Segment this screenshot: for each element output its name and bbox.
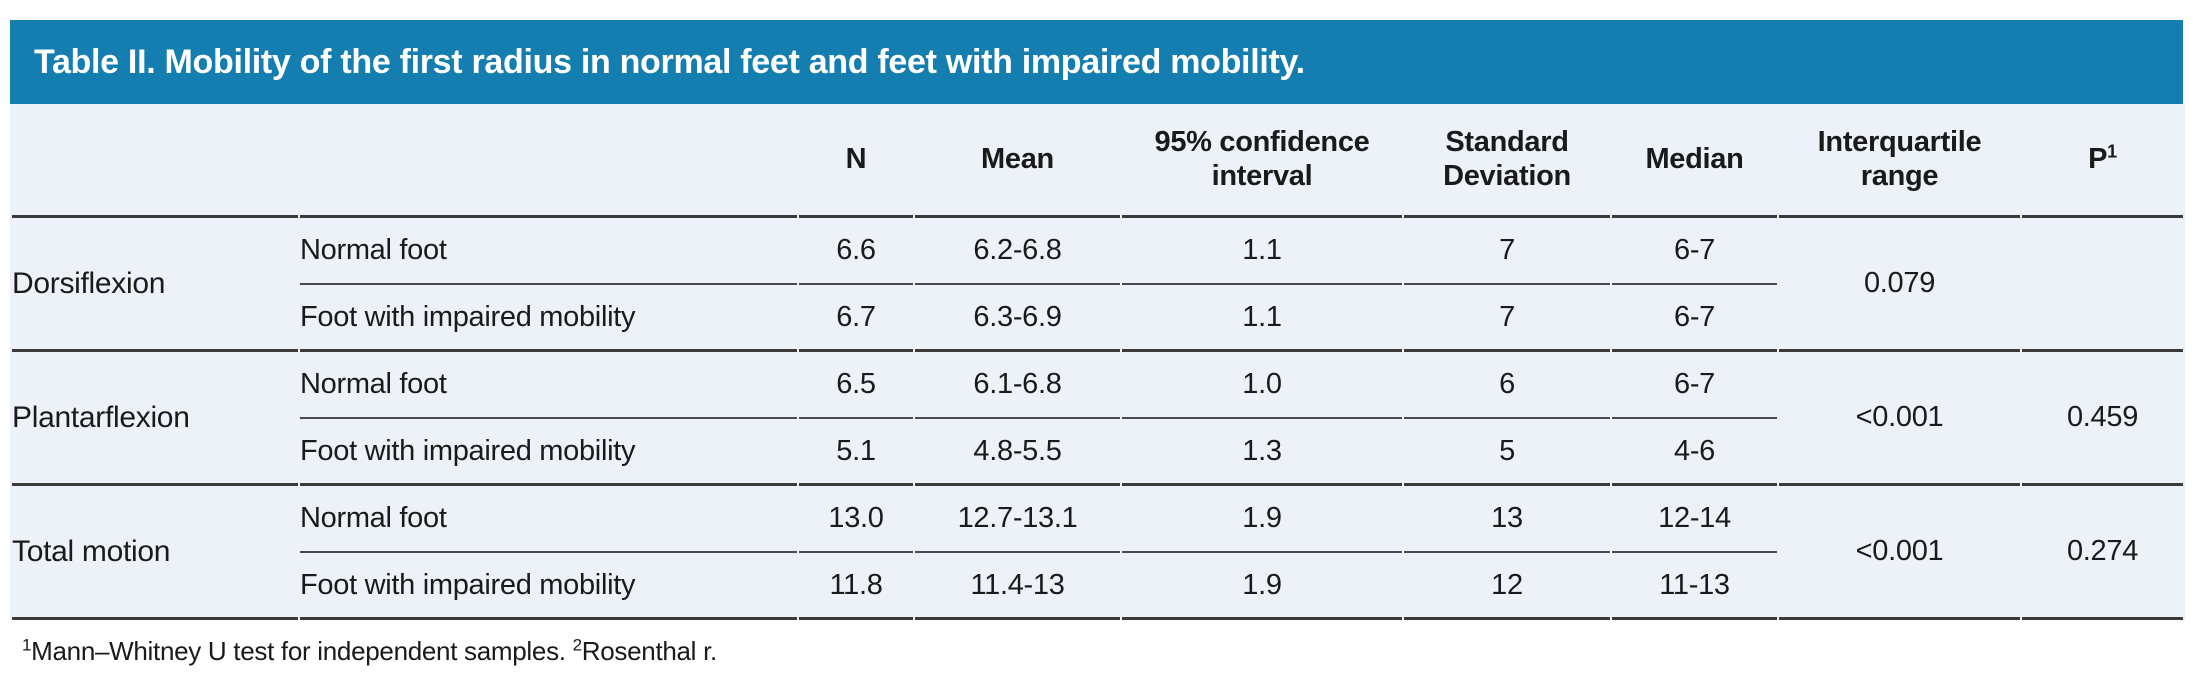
footnote-text-2: Rosenthal r. (581, 636, 717, 666)
iqr-cell: 0.079 (1779, 218, 2020, 352)
ci-cell: 1.1 (1122, 285, 1402, 352)
ci-cell: 1.9 (1122, 553, 1402, 620)
foot-type-cell: Normal foot (300, 218, 797, 285)
median-cell: 4-6 (1612, 419, 1777, 486)
header-mean: Mean (915, 104, 1120, 218)
mean-cell: 4.8-5.5 (915, 419, 1120, 486)
table-title: Table II. Mobility of the first radius i… (34, 42, 1305, 81)
foot-type-cell: Foot with impaired mobility (300, 553, 797, 620)
ci-cell: 1.1 (1122, 218, 1402, 285)
n-cell: 5.1 (799, 419, 913, 486)
footnote-text-1: Mann–Whitney U test for independent samp… (31, 636, 573, 666)
footnote-superscript-2: 2 (572, 635, 582, 655)
foot-type-cell: Normal foot (300, 352, 797, 419)
n-cell: 11.8 (799, 553, 913, 620)
header-median: Median (1612, 104, 1777, 218)
table-row: Foot with impaired mobility 5.1 4.8-5.5 … (12, 419, 2183, 486)
header-subcategory-blank (300, 104, 797, 218)
header-confidence-interval: 95% confidence interval (1122, 104, 1402, 218)
iqr-cell: <0.001 (1779, 486, 2020, 620)
table-container: Table II. Mobility of the first radius i… (10, 20, 2185, 667)
iqr-cell: <0.001 (1779, 352, 2020, 486)
mean-cell: 6.2-6.8 (915, 218, 1120, 285)
category-cell-plantarflexion: Plantarflexion (12, 352, 298, 486)
mobility-table: N Mean 95% confidence interval Standard … (10, 104, 2185, 620)
foot-type-cell: Foot with impaired mobility (300, 419, 797, 486)
n-cell: 13.0 (799, 486, 913, 553)
table-title-bar: Table II. Mobility of the first radius i… (10, 20, 2183, 104)
table-row: Plantarflexion Normal foot 6.5 6.1-6.8 1… (12, 352, 2183, 486)
p-cell (2022, 218, 2183, 352)
p-cell: 0.459 (2022, 352, 2183, 486)
sd-cell: 6 (1404, 352, 1610, 419)
header-p-superscript: 1 (2107, 141, 2117, 162)
sd-cell: 7 (1404, 285, 1610, 352)
header-standard-deviation: Standard Deviation (1404, 104, 1610, 218)
n-cell: 6.6 (799, 218, 913, 285)
mean-cell: 6.3-6.9 (915, 285, 1120, 352)
table-footnote: 1Mann–Whitney U test for independent sam… (22, 636, 2183, 667)
category-cell-dorsiflexion: Dorsiflexion (12, 218, 298, 352)
table-row: Foot with impaired mobility 6.7 6.3-6.9 … (12, 285, 2183, 352)
median-cell: 12-14 (1612, 486, 1777, 553)
n-cell: 6.5 (799, 352, 913, 419)
sd-cell: 7 (1404, 218, 1610, 285)
sd-cell: 5 (1404, 419, 1610, 486)
header-interquartile-range: Interquartile range (1779, 104, 2020, 218)
header-row: N Mean 95% confidence interval Standard … (12, 104, 2183, 218)
sd-cell: 13 (1404, 486, 1610, 553)
footnote-superscript-1: 1 (22, 635, 32, 655)
foot-type-cell: Normal foot (300, 486, 797, 553)
header-category-blank (12, 104, 298, 218)
table-row: Dorsiflexion Normal foot 6.6 6.2-6.8 1.1… (12, 218, 2183, 352)
mean-cell: 6.1-6.8 (915, 352, 1120, 419)
mean-cell: 12.7-13.1 (915, 486, 1120, 553)
table-row: Total motion Normal foot 13.0 12.7-13.1 … (12, 486, 2183, 620)
ci-cell: 1.0 (1122, 352, 1402, 419)
sd-cell: 12 (1404, 553, 1610, 620)
ci-cell: 1.3 (1122, 419, 1402, 486)
mean-cell: 11.4-13 (915, 553, 1120, 620)
header-p-label: P (2088, 142, 2108, 175)
p-cell: 0.274 (2022, 486, 2183, 620)
median-cell: 6-7 (1612, 352, 1777, 419)
median-cell: 6-7 (1612, 218, 1777, 285)
foot-type-cell: Foot with impaired mobility (300, 285, 797, 352)
ci-cell: 1.9 (1122, 486, 1402, 553)
header-n: N (799, 104, 913, 218)
n-cell: 6.7 (799, 285, 913, 352)
median-cell: 11-13 (1612, 553, 1777, 620)
header-p: P1 (2022, 104, 2183, 218)
median-cell: 6-7 (1612, 285, 1777, 352)
table-row: Foot with impaired mobility 11.8 11.4-13… (12, 553, 2183, 620)
category-cell-total-motion: Total motion (12, 486, 298, 620)
